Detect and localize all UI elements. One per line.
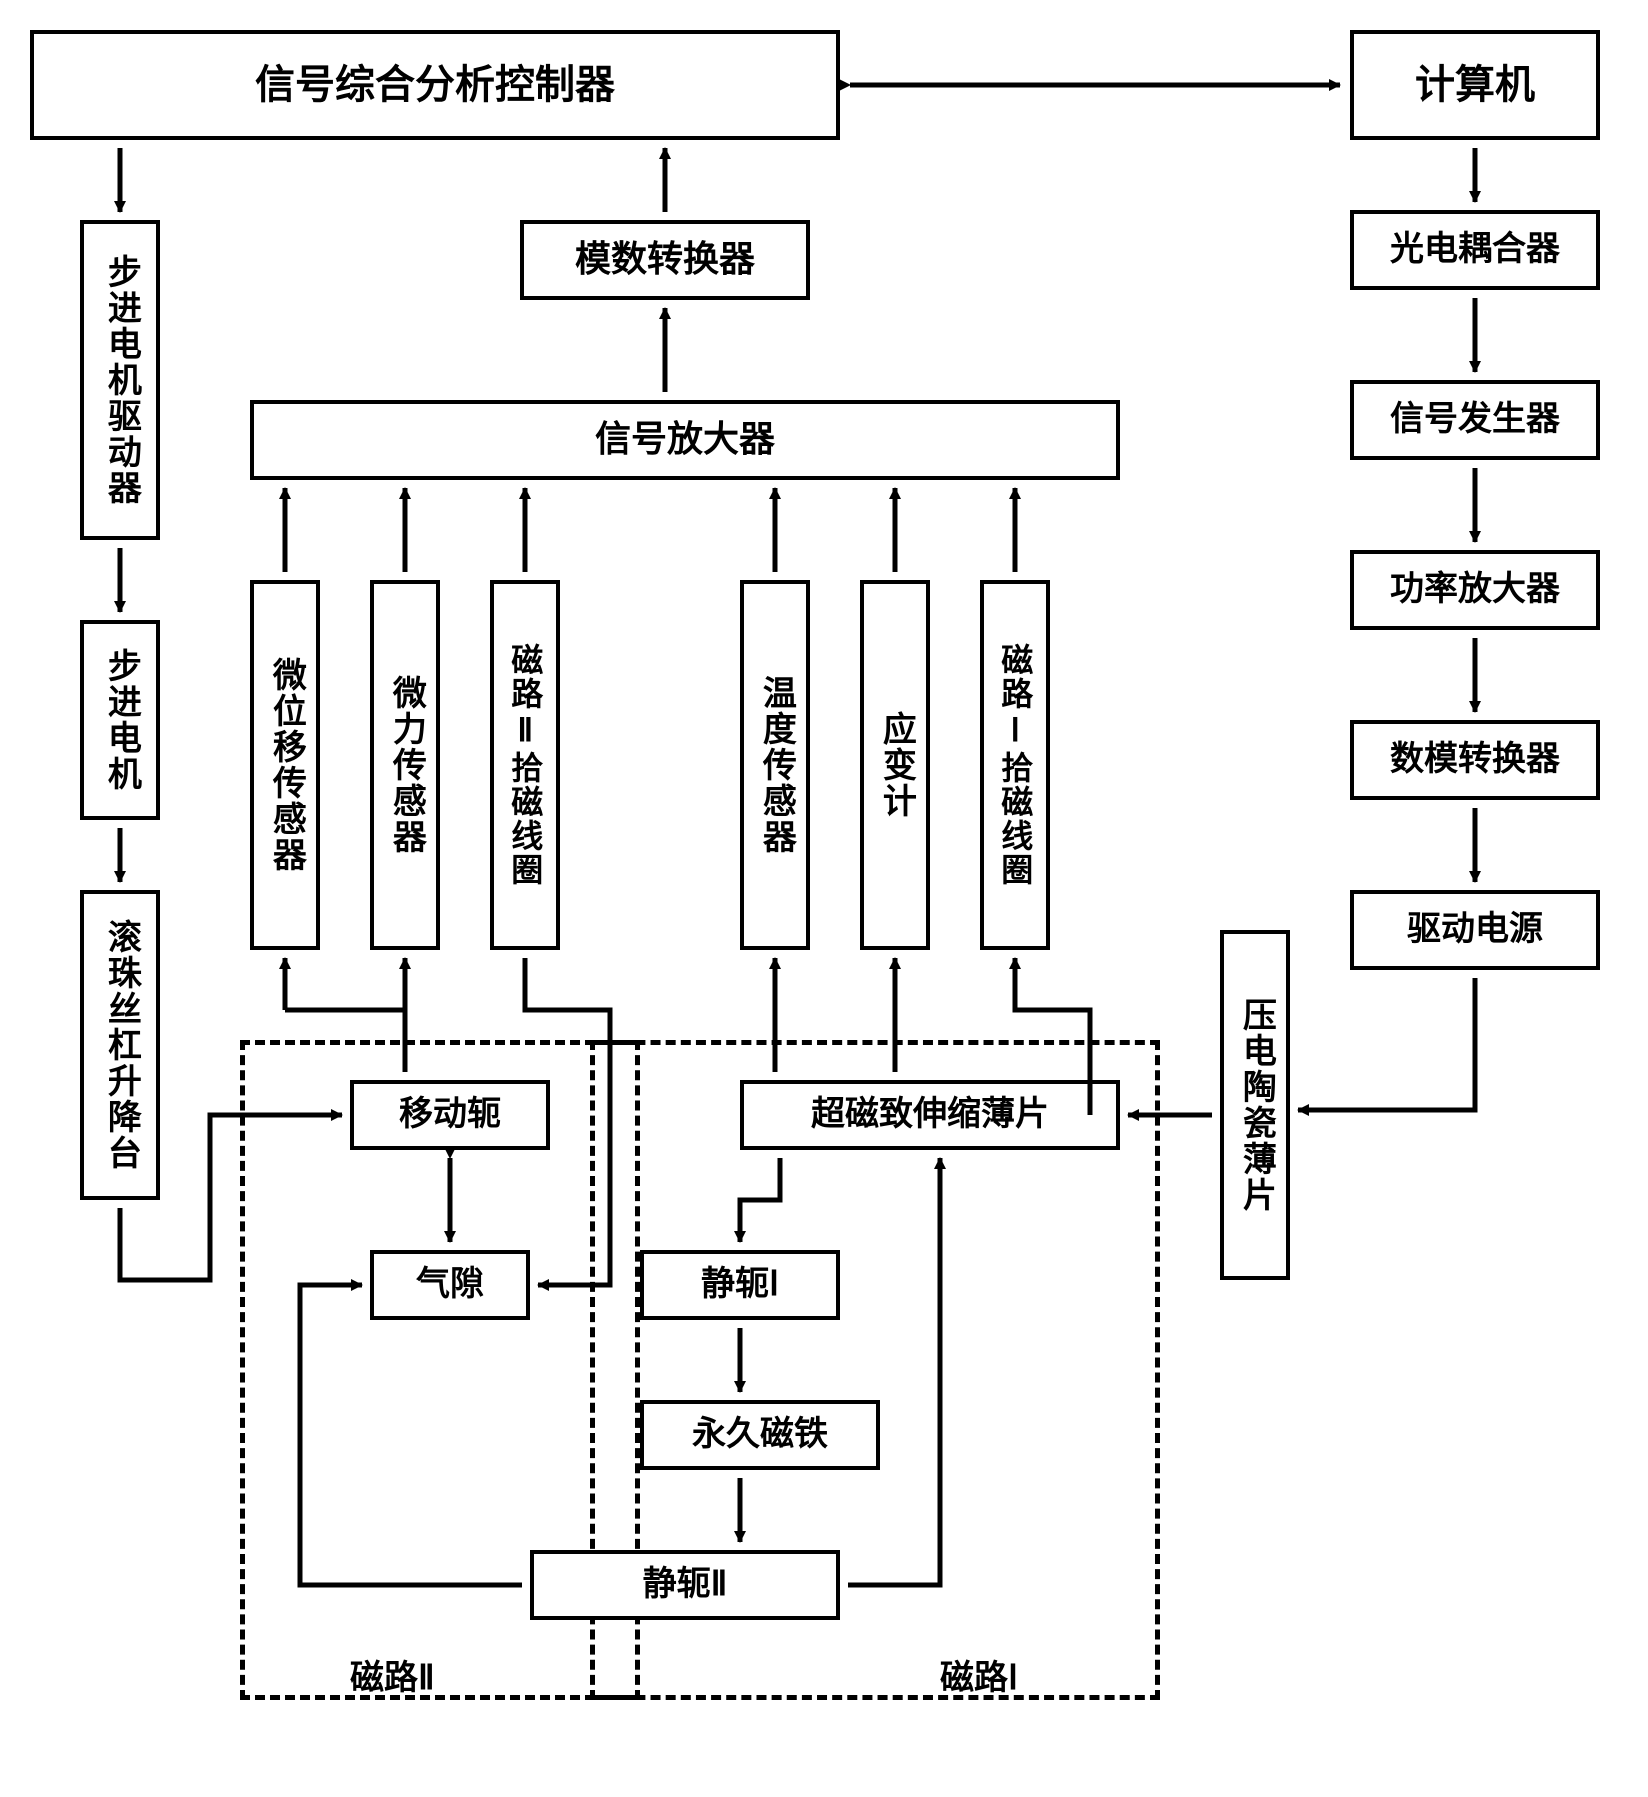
airgap-box: 气隙 <box>370 1250 530 1320</box>
drivepower-label: 驱动电源 <box>1407 910 1543 951</box>
computer-label: 计算机 <box>1415 61 1535 109</box>
straingauge-box: 应变计 <box>860 580 930 950</box>
microforce-box: 微力传感器 <box>370 580 440 950</box>
movingyoke-box: 移动轭 <box>350 1080 550 1150</box>
magpath2-label: 磁路Ⅱ <box>350 1650 435 1699</box>
ballscrew-label: 滚珠丝杠升降台 <box>100 919 141 1171</box>
block-diagram: 信号综合分析控制器 计算机 光电耦合器 信号发生器 功率放大器 数模转换器 驱动… <box>20 20 1620 1770</box>
coil1-box: 磁路Ⅰ拾磁线圈 <box>980 580 1050 950</box>
stepdriver-label: 步进电机驱动器 <box>100 254 141 506</box>
dac-box: 数模转换器 <box>1350 720 1600 800</box>
coil1-label: 磁路Ⅰ拾磁线圈 <box>996 643 1034 887</box>
dac-label: 数模转换器 <box>1390 740 1560 781</box>
magpath1-label: 磁路Ⅰ <box>940 1650 1018 1699</box>
stepmotor-box: 步进电机 <box>80 620 160 820</box>
piezo-label: 压电陶瓷薄片 <box>1235 997 1276 1213</box>
gmm-box: 超磁致伸缩薄片 <box>740 1080 1120 1150</box>
staticyoke2-label: 静轭Ⅱ <box>643 1565 728 1606</box>
tempsensor-label: 温度传感器 <box>755 675 796 855</box>
ballscrew-box: 滚珠丝杠升降台 <box>80 890 160 1200</box>
gmm-label: 超磁致伸缩薄片 <box>811 1095 1049 1136</box>
optocoupler-label: 光电耦合器 <box>1390 230 1560 271</box>
stepmotor-label: 步进电机 <box>100 648 141 792</box>
straingauge-label: 应变计 <box>875 711 916 819</box>
coil2-box: 磁路Ⅱ拾磁线圈 <box>490 580 560 950</box>
signalgen-label: 信号发生器 <box>1390 400 1560 441</box>
adc-label: 模数转换器 <box>575 238 755 281</box>
coil2-label: 磁路Ⅱ拾磁线圈 <box>506 643 544 887</box>
optocoupler-box: 光电耦合器 <box>1350 210 1600 290</box>
controller-box: 信号综合分析控制器 <box>30 30 840 140</box>
stepdriver-box: 步进电机驱动器 <box>80 220 160 540</box>
drivepower-box: 驱动电源 <box>1350 890 1600 970</box>
poweramp-label: 功率放大器 <box>1390 570 1560 611</box>
adc-box: 模数转换器 <box>520 220 810 300</box>
signalamp-label: 信号放大器 <box>595 418 775 461</box>
piezo-box: 压电陶瓷薄片 <box>1220 930 1290 1280</box>
movingyoke-label: 移动轭 <box>399 1095 501 1136</box>
staticyoke1-box: 静轭Ⅰ <box>640 1250 840 1320</box>
poweramp-box: 功率放大器 <box>1350 550 1600 630</box>
airgap-label: 气隙 <box>416 1265 484 1306</box>
controller-label: 信号综合分析控制器 <box>255 61 615 109</box>
microdisp-box: 微位移传感器 <box>250 580 320 950</box>
microforce-label: 微力传感器 <box>385 675 426 855</box>
staticyoke1-label: 静轭Ⅰ <box>701 1265 779 1306</box>
signalamp-box: 信号放大器 <box>250 400 1120 480</box>
permmagnet-label: 永久磁铁 <box>692 1415 828 1456</box>
computer-box: 计算机 <box>1350 30 1600 140</box>
staticyoke2-box: 静轭Ⅱ <box>530 1550 840 1620</box>
tempsensor-box: 温度传感器 <box>740 580 810 950</box>
microdisp-label: 微位移传感器 <box>265 657 306 873</box>
permmagnet-box: 永久磁铁 <box>640 1400 880 1470</box>
signalgen-box: 信号发生器 <box>1350 380 1600 460</box>
